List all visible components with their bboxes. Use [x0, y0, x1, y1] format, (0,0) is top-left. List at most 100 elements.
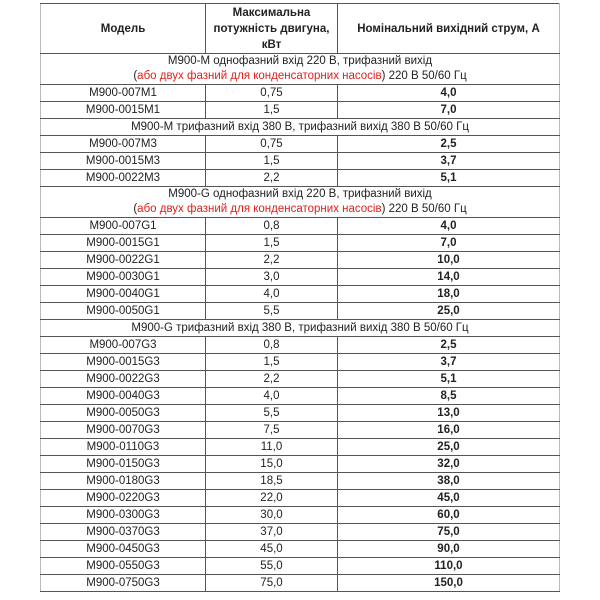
- group-line1: М900-G трифазний вхід 380 В, трифазний в…: [131, 321, 469, 334]
- table-row: M900-007G3 0,8 2,5: [40, 336, 560, 354]
- power-cell: 15,0: [205, 455, 338, 473]
- power-cell: 75,0: [205, 574, 338, 592]
- current-cell: 8,5: [337, 387, 560, 405]
- power-cell: 0,8: [205, 217, 338, 235]
- table-row: M900-0040G3 4,0 8,5: [40, 387, 560, 405]
- model-cell: M900-0050G3: [40, 404, 206, 422]
- table-row: M900-0550G3 55,0 110,0: [40, 557, 560, 575]
- power-cell: 2,2: [205, 251, 338, 269]
- header-current: Номінальний вихідний струм, А: [337, 3, 560, 54]
- table-row: M900-0300G3 30,0 60,0: [40, 506, 560, 524]
- header-power: Максимальна потужність двигуна, кВт: [205, 3, 338, 54]
- group-title: М900-G однофазний вхід 220 В, трифазний …: [40, 186, 560, 218]
- table-row: M900-0220G3 22,0 45,0: [40, 489, 560, 507]
- table-row: M900-0040G1 4,0 18,0: [40, 285, 560, 303]
- table-row: M900-0030G1 3,0 14,0: [40, 268, 560, 286]
- model-cell: M900-0022G3: [40, 370, 206, 388]
- model-cell: M900-0030G1: [40, 268, 206, 286]
- paren: (: [133, 70, 138, 82]
- model-cell: M900-0040G1: [40, 285, 206, 303]
- power-cell: 5,5: [205, 404, 338, 422]
- power-cell: 2,2: [205, 370, 338, 388]
- current-cell: 10,0: [337, 251, 560, 269]
- model-cell: M900-0300G3: [40, 506, 206, 524]
- model-cell: M900-0015G1: [40, 234, 206, 252]
- model-cell: M900-0220G3: [40, 489, 206, 507]
- model-cell: M900-0050G1: [40, 302, 206, 320]
- model-cell: M900-0150G3: [40, 455, 206, 473]
- model-cell: M900-0750G3: [40, 574, 206, 592]
- power-cell: 0,75: [205, 135, 338, 153]
- table-row: M900-0050G3 5,5 13,0: [40, 404, 560, 422]
- power-cell: 37,0: [205, 523, 338, 541]
- current-cell: 150,0: [337, 574, 560, 592]
- model-cell: M900-007G1: [40, 217, 206, 235]
- table-row: M900-0750G3 75,0 150,0: [40, 574, 560, 592]
- current-cell: 4,0: [337, 84, 560, 102]
- table-row: M900-0022M3 2,2 5,1: [40, 169, 560, 187]
- current-cell: 60,0: [337, 506, 560, 524]
- power-cell: 5,5: [205, 302, 338, 320]
- group-line1: М900-М однофазний вхід 220 В, трифазний …: [167, 55, 433, 67]
- power-cell: 55,0: [205, 557, 338, 575]
- table-row: M900-0015M1 1,5 7,0: [40, 101, 560, 119]
- current-cell: 16,0: [337, 421, 560, 439]
- table-row: M900-007M3 0,75 2,5: [40, 135, 560, 153]
- current-cell: 90,0: [337, 540, 560, 558]
- model-cell: M900-0015M3: [40, 152, 206, 170]
- current-cell: 4,0: [337, 217, 560, 235]
- power-cell: 4,0: [205, 285, 338, 303]
- table-row: M900-007G1 0,8 4,0: [40, 217, 560, 235]
- model-cell: M900-0022G1: [40, 251, 206, 269]
- current-cell: 25,0: [337, 438, 560, 456]
- power-cell: 1,5: [205, 234, 338, 252]
- group-title: М900-G трифазний вхід 380 В, трифазний в…: [40, 319, 560, 337]
- current-cell: 38,0: [337, 472, 560, 490]
- group-header-row: М900-М трифазний вхід 380 В, трифазний в…: [40, 118, 560, 136]
- current-cell: 3,7: [337, 152, 560, 170]
- current-cell: 13,0: [337, 404, 560, 422]
- power-cell: 22,0: [205, 489, 338, 507]
- group-title: М900-М однофазний вхід 220 В, трифазний …: [40, 53, 560, 85]
- table-row: M900-0022G1 2,2 10,0: [40, 251, 560, 269]
- table-row: M900-0050G1 5,5 25,0: [40, 302, 560, 320]
- table-row: M900-0180G3 18,5 38,0: [40, 472, 560, 490]
- power-cell: 1,5: [205, 101, 338, 119]
- model-cell: M900-0450G3: [40, 540, 206, 558]
- current-cell: 5,1: [337, 169, 560, 187]
- group-line1: М900-М трифазний вхід 380 В, трифазний в…: [131, 120, 469, 133]
- group-header-row: М900-G трифазний вхід 380 В, трифазний в…: [40, 319, 560, 337]
- table-row: M900-0015M3 1,5 3,7: [40, 152, 560, 170]
- current-cell: 75,0: [337, 523, 560, 541]
- power-cell: 7,5: [205, 421, 338, 439]
- current-cell: 3,7: [337, 353, 560, 371]
- table-row: M900-0370G3 37,0 75,0: [40, 523, 560, 541]
- model-cell: M900-0110G3: [40, 438, 206, 456]
- table-row: M900-007M1 0,75 4,0: [40, 84, 560, 102]
- current-cell: 2,5: [337, 336, 560, 354]
- model-cell: M900-007M1: [40, 84, 206, 102]
- group-header-row: М900-G однофазний вхід 220 В, трифазний …: [40, 186, 560, 218]
- table-body: М900-М однофазний вхід 220 В, трифазний …: [40, 53, 560, 592]
- power-cell: 3,0: [205, 268, 338, 286]
- group-header-row: М900-М однофазний вхід 220 В, трифазний …: [40, 53, 560, 85]
- model-cell: M900-0370G3: [40, 523, 206, 541]
- table-row: M900-0150G3 15,0 32,0: [40, 455, 560, 473]
- model-cell: M900-007M3: [40, 135, 206, 153]
- current-cell: 32,0: [337, 455, 560, 473]
- current-cell: 2,5: [337, 135, 560, 153]
- power-cell: 4,0: [205, 387, 338, 405]
- paren: (: [133, 203, 138, 215]
- table-row: M900-0110G3 11,0 25,0: [40, 438, 560, 456]
- power-cell: 45,0: [205, 540, 338, 558]
- current-cell: 14,0: [337, 268, 560, 286]
- header-model: Модель: [40, 3, 206, 54]
- power-cell: 30,0: [205, 506, 338, 524]
- model-cell: M900-007G3: [40, 336, 206, 354]
- group-line2-rest: ) 220 В 50/60 Гц: [381, 70, 467, 82]
- group-line2: (або двух фазний для конденсаторних насо…: [41, 202, 559, 217]
- model-cell: M900-0040G3: [40, 387, 206, 405]
- table-row: M900-0015G3 1,5 3,7: [40, 353, 560, 371]
- group-line1: М900-G однофазний вхід 220 В, трифазний …: [168, 188, 432, 200]
- model-cell: M900-0022M3: [40, 169, 206, 187]
